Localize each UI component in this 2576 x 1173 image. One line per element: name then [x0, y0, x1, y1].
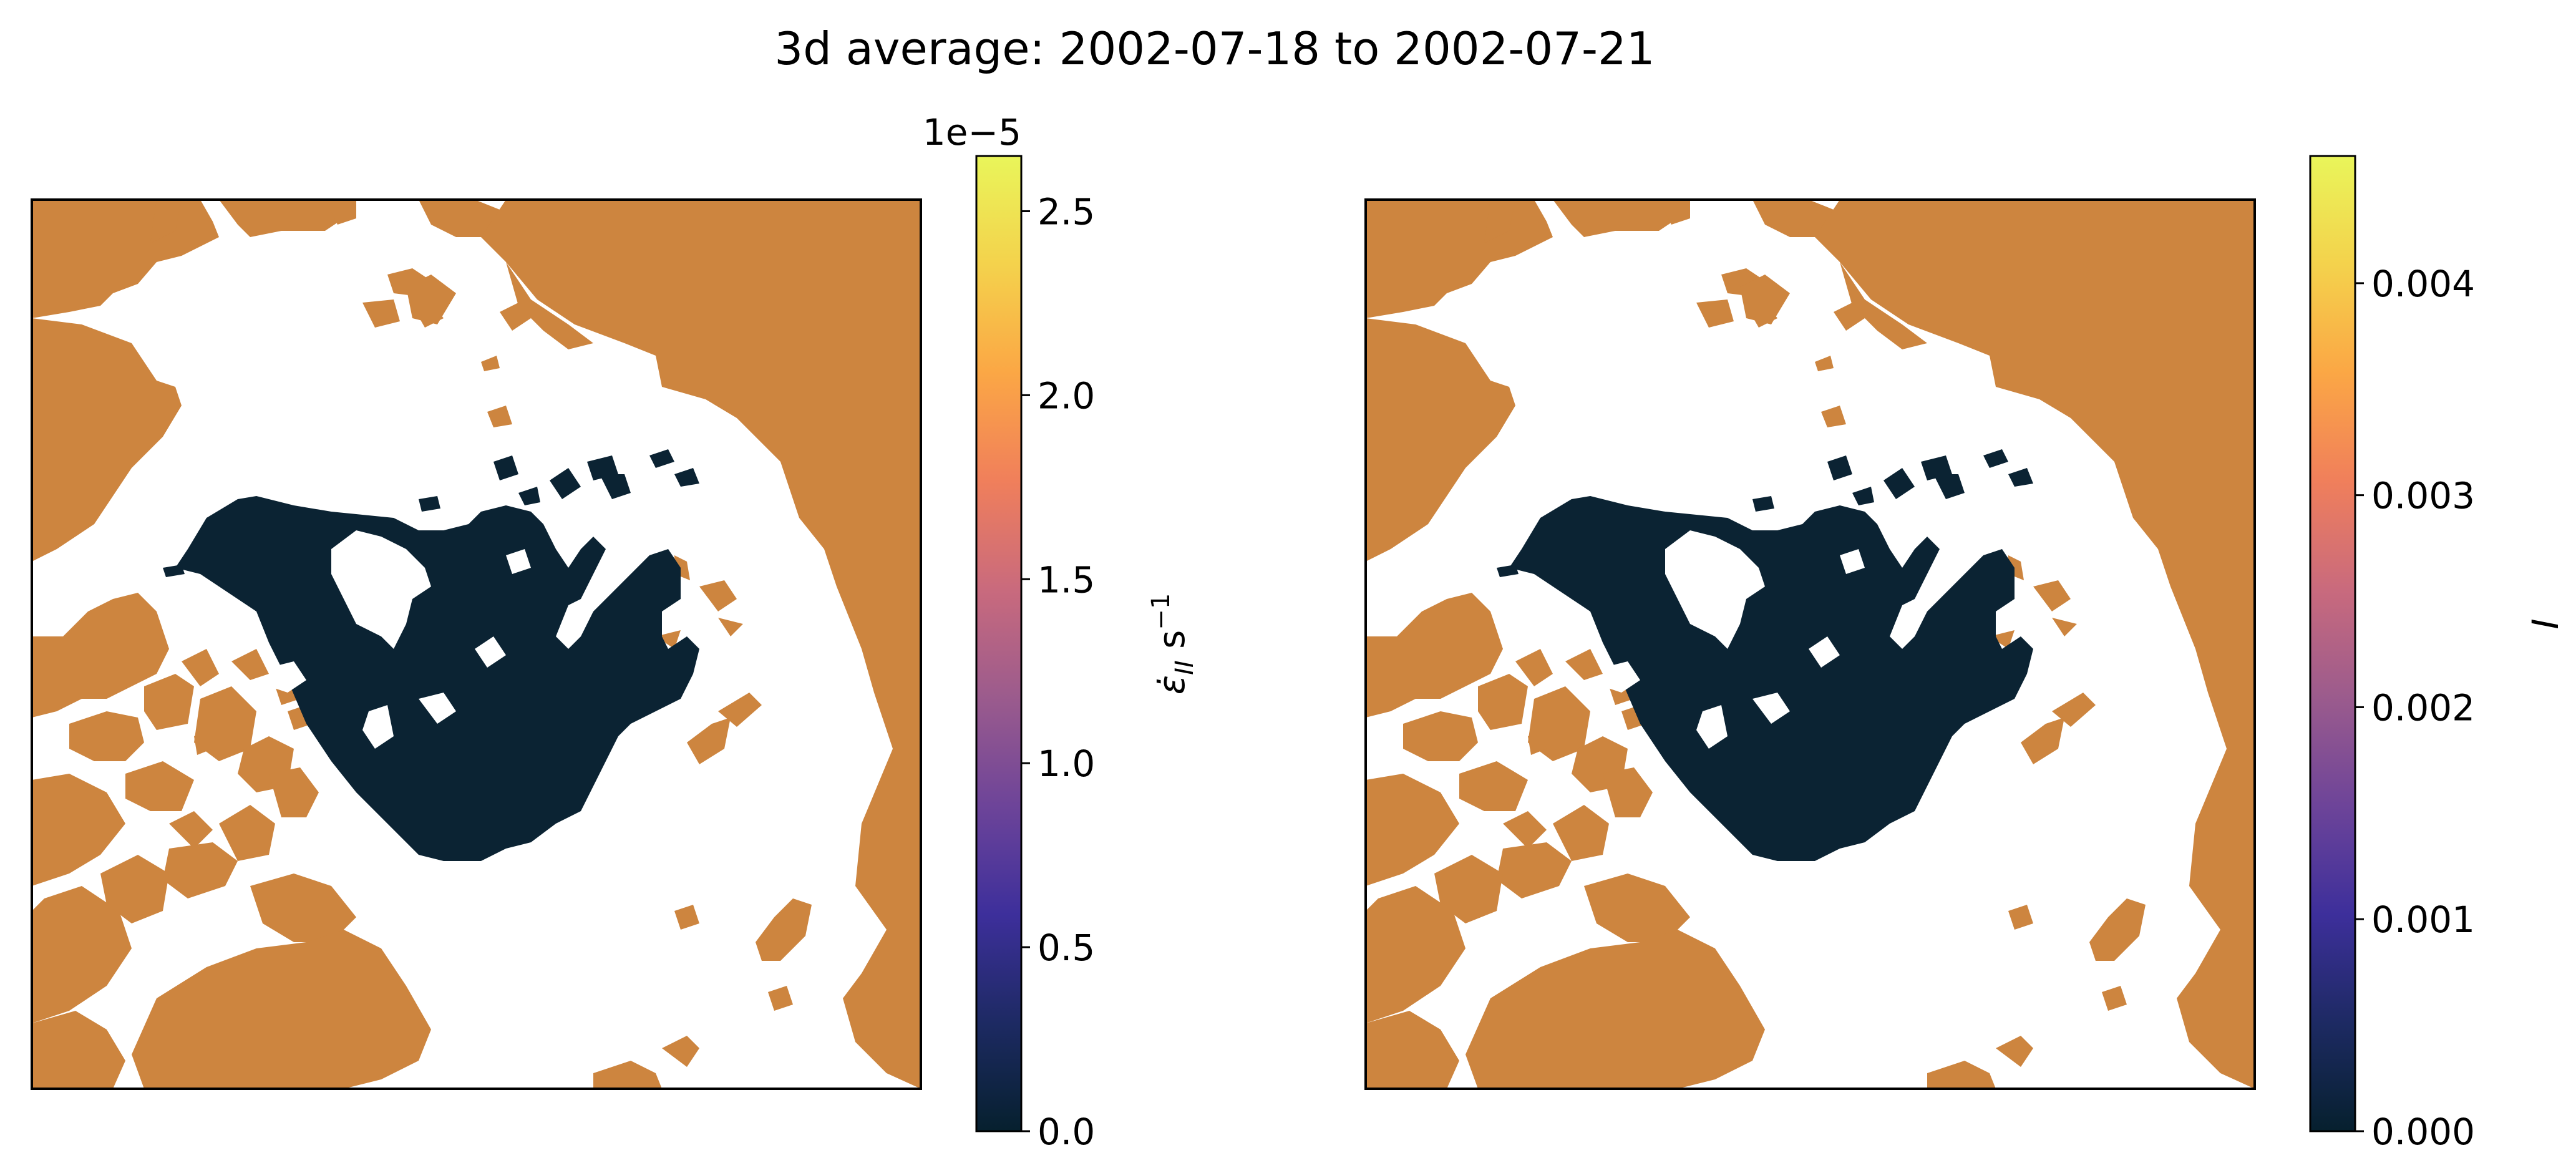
colorbar-right: 0.000 0.001 0.002 0.003 0.004 I — [2309, 155, 2567, 1153]
colorbar-left-frame — [975, 155, 1023, 1132]
colorbar-left-label-unit: s — [1150, 630, 1193, 661]
colorbar-right-tick-label: 0.003 — [2371, 475, 2475, 517]
colorbar-left-ticks: 0.0 0.5 1.0 1.5 2.0 2.5 — [1021, 190, 1095, 1153]
colorbar-left-label-subscript: II — [1170, 660, 1199, 675]
colorbar-right-tick-label: 0.004 — [2371, 263, 2475, 305]
colorbar-left-gradient — [976, 156, 1021, 1131]
colorbar-left-tick-label: 2.5 — [1038, 190, 1095, 233]
map-frame-right — [1364, 198, 2256, 1090]
colorbar-left-label-symbol: ε̇ — [1150, 675, 1193, 694]
colorbar-left-tick-label: 0.0 — [1038, 1111, 1095, 1153]
colorbar-left-offset: 1e−5 — [923, 111, 1021, 153]
colorbar-right-tick-label: 0.000 — [2371, 1111, 2475, 1153]
colorbar-right-fill — [2310, 156, 2355, 1131]
colorbar-left-tick-label: 1.0 — [1038, 742, 1095, 785]
colorbar-right-tick-label: 0.002 — [2371, 686, 2475, 729]
colorbar-left-tick-label: 0.5 — [1038, 927, 1095, 969]
map-panel-left — [31, 198, 922, 1090]
colorbar-left-tick-label: 1.5 — [1038, 558, 1095, 601]
map-panel-right — [1364, 198, 2256, 1090]
map-frame-left — [31, 198, 922, 1090]
colorbar-left-label: ε̇II s−1 — [1147, 593, 1199, 695]
colorbar-right-frame — [2309, 155, 2356, 1132]
colorbar-left: 0.0 0.5 1.0 1.5 2.0 2.5 1e−5 ε̇II s−1 — [923, 111, 1199, 1153]
colorbar-right-ticks: 0.000 0.001 0.002 0.003 0.004 — [2355, 263, 2475, 1153]
colorbar-right-gradient — [2310, 156, 2355, 1131]
figure-title: 3d average: 2002-07-18 to 2002-07-21 — [774, 22, 1655, 75]
colorbar-left-label-exponent: −1 — [1147, 593, 1175, 630]
colorbar-left-fill — [976, 156, 1021, 1131]
colorbar-left-tick-label: 2.0 — [1038, 374, 1095, 417]
colorbar-right-label: I — [2524, 618, 2567, 629]
colorbar-right-tick-label: 0.001 — [2371, 898, 2475, 941]
